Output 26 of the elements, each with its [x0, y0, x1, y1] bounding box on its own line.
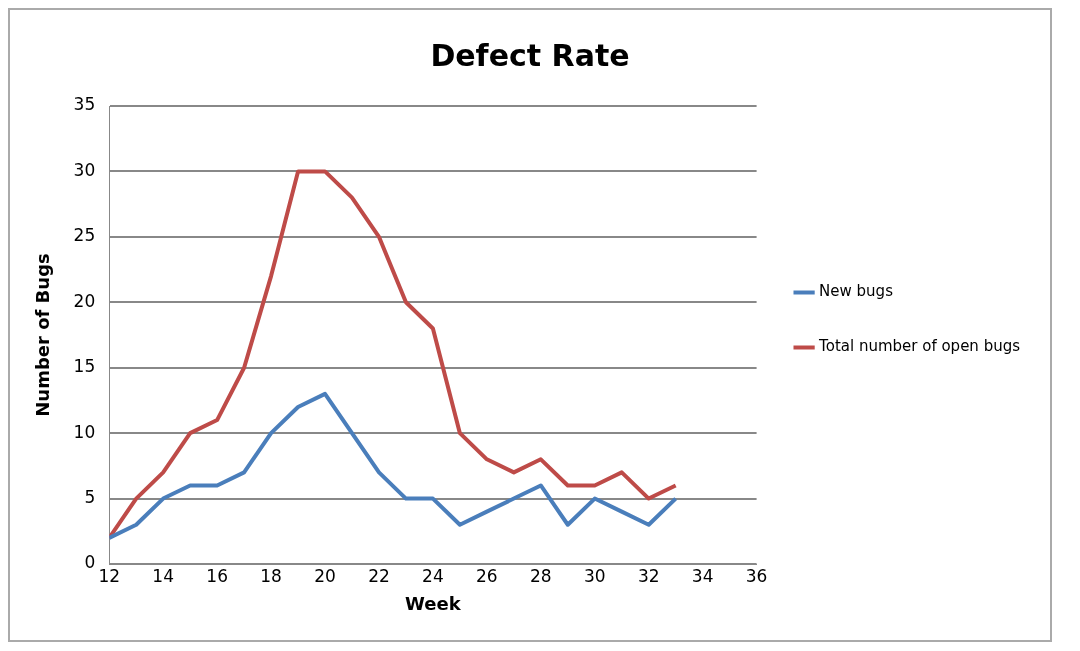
x-tick-label: 16: [206, 565, 228, 586]
x-tick-label: 28: [529, 565, 552, 586]
x-tick-label: 30: [583, 565, 606, 586]
y-axis-title: Number of Bugs: [32, 253, 54, 417]
y-tick-label: 20: [73, 290, 96, 311]
x-tick-label: 18: [260, 565, 282, 586]
legend-label: Total number of open bugs: [818, 337, 1021, 356]
legend-label: New bugs: [819, 282, 894, 301]
y-tick-label: 35: [73, 94, 96, 115]
y-tick-label: 5: [84, 486, 96, 507]
y-tick-label: 10: [73, 421, 96, 442]
y-tick-label: 30: [73, 159, 96, 180]
chart-title: Defect Rate: [430, 37, 630, 73]
x-tick-label: 24: [422, 565, 444, 586]
y-tick-label: 15: [73, 356, 96, 377]
x-tick-label: 12: [98, 565, 121, 586]
x-tick-label: 26: [476, 565, 498, 586]
x-tick-label: 34: [691, 565, 714, 586]
x-tick-label: 36: [745, 565, 768, 586]
x-tick-label: 22: [368, 565, 390, 586]
x-axis-title: Week: [405, 592, 462, 614]
x-tick-label: 20: [314, 565, 336, 586]
x-tick-label: 32: [637, 565, 660, 586]
x-tick-label: 14: [152, 565, 174, 586]
y-tick-label: 0: [84, 552, 96, 573]
y-tick-label: 25: [73, 225, 96, 246]
